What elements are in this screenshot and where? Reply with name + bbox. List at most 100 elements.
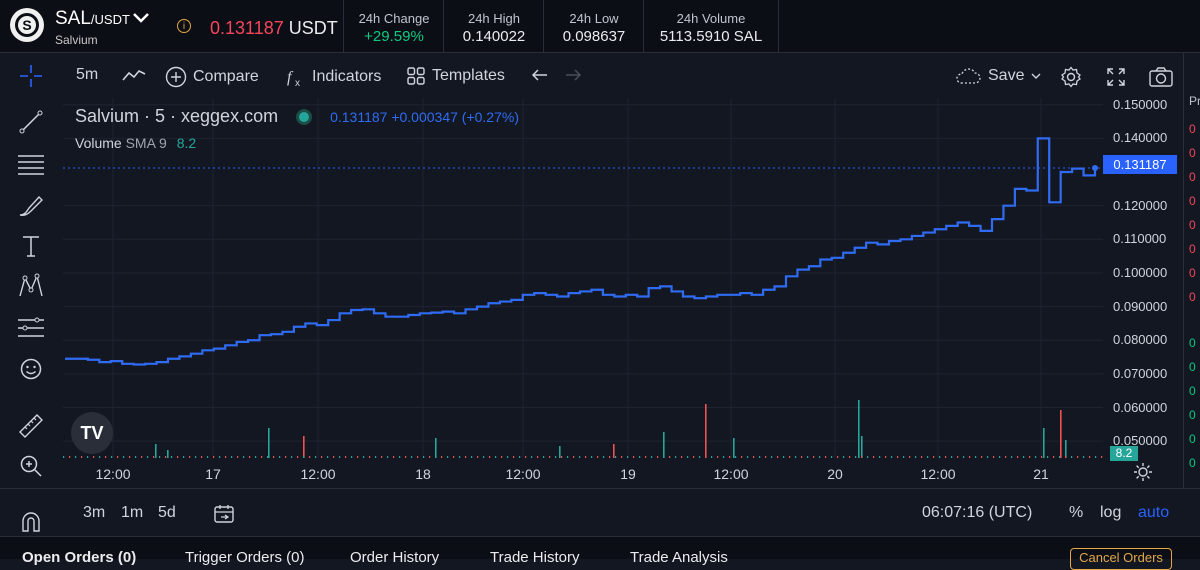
text-tool[interactable] [17, 232, 45, 260]
volume-bar [963, 456, 965, 458]
stat-value: 0.140022 [462, 28, 526, 45]
pattern-tool[interactable] [17, 272, 45, 300]
volume-bar [597, 456, 599, 458]
price-axis[interactable]: 0.150000 0.140000 0.120000 0.110000 0.100000… [1103, 97, 1183, 458]
chart-type-button[interactable] [121, 66, 147, 84]
volume-bar [807, 456, 809, 458]
time-axis-tick: 21 [1033, 466, 1049, 482]
stat-value: 5113.5910 SAL [659, 28, 763, 45]
volume-bar [615, 456, 617, 458]
volume-bar [213, 456, 215, 458]
templates-button[interactable]: Templates [406, 66, 505, 86]
interval-button[interactable]: 5m [76, 66, 99, 83]
volume-bar [129, 456, 131, 458]
volume-bar [951, 456, 953, 458]
compare-button[interactable]: Compare [165, 66, 259, 88]
last-price: 0.131187 USDT [210, 18, 338, 39]
redo-button[interactable] [563, 66, 583, 84]
brush-tool[interactable] [17, 192, 45, 220]
trendline-icon [19, 110, 43, 134]
save-label: Save [988, 67, 1025, 84]
screenshot-button[interactable] [1148, 66, 1174, 88]
market-header: S SAL/USDT Salvium i 0.131187 USDT 24h C… [0, 0, 1200, 53]
volume-bar [831, 456, 833, 458]
chevron-down-icon [1031, 73, 1041, 79]
volume-label: Volume [75, 135, 122, 151]
utc-clock[interactable]: 06:07:16 (UTC) [922, 504, 1033, 521]
volume-bar [657, 456, 659, 458]
volume-bar [141, 456, 143, 458]
volume-bar [891, 456, 893, 458]
volume-bar [399, 456, 401, 458]
range-1m-button[interactable]: 1m [121, 504, 144, 521]
axis-settings-icon[interactable] [1133, 462, 1153, 482]
info-icon[interactable]: i [177, 19, 191, 33]
volume-bar [603, 456, 605, 458]
volume-bar [759, 456, 761, 458]
log-scale-toggle[interactable]: log [1100, 504, 1122, 521]
volume-bar [801, 456, 803, 458]
price-axis-tick: 0.120000 [1113, 197, 1168, 213]
settings-button[interactable] [1060, 66, 1082, 88]
volume-bar [729, 456, 731, 458]
volume-bar [123, 456, 125, 458]
price-chart[interactable] [63, 98, 1103, 458]
volume-bar [621, 456, 623, 458]
auto-scale-toggle[interactable]: auto [1138, 504, 1170, 521]
volume-bar [867, 456, 869, 458]
stat-24h-change: 24h Change +29.59% [343, 0, 444, 52]
volume-bar [687, 456, 689, 458]
undo-button[interactable] [530, 66, 550, 84]
volume-bar [789, 456, 791, 458]
magnet-tool[interactable] [17, 508, 45, 536]
ruler-tool[interactable] [17, 412, 45, 440]
cloud-icon [956, 68, 981, 84]
time-axis[interactable]: 12:00 17 12:00 18 12:00 19 12:00 20 12:00 21 [63, 458, 1103, 488]
volume-bar [1089, 456, 1091, 458]
range-5d-button[interactable]: 5d [158, 504, 176, 521]
undo-icon [531, 69, 547, 81]
emoji-tool[interactable] [17, 355, 45, 383]
plus-circle-icon [165, 66, 187, 88]
stat-value: +29.59% [364, 28, 424, 45]
volume-bar [975, 456, 977, 458]
last-price-dot [1092, 164, 1098, 171]
svg-text:x: x [295, 78, 300, 88]
volume-bar [651, 456, 653, 458]
brush-icon [19, 195, 43, 216]
fib-tool[interactable] [17, 150, 45, 178]
ruler-icon [19, 414, 43, 438]
volume-bar [507, 456, 509, 458]
chevron-down-icon[interactable] [131, 10, 151, 26]
volume-bar [1101, 456, 1103, 458]
cancel-orders-button[interactable]: Cancel Orders [1070, 548, 1172, 570]
trendline-tool[interactable] [17, 108, 45, 136]
volume-bar [733, 438, 735, 458]
tradingview-logo[interactable]: TV [71, 412, 113, 454]
volume-bar [855, 456, 857, 458]
crosshair-tool[interactable] [17, 62, 45, 90]
volume-bar [327, 456, 329, 458]
range-3m-button[interactable]: 3m [83, 504, 106, 521]
volume-bar [357, 456, 359, 458]
volume-bar [675, 456, 677, 458]
volume-bar [585, 456, 587, 458]
sma-value: 8.2 [176, 135, 197, 151]
price-axis-tick: 0.140000 [1113, 130, 1168, 146]
volume-bar [495, 456, 497, 458]
prediction-tool[interactable] [17, 314, 45, 342]
save-button[interactable]: Save [954, 66, 1042, 86]
volume-bar [945, 456, 947, 458]
fullscreen-button[interactable] [1105, 66, 1127, 88]
redo-icon [566, 69, 582, 81]
zoom-tool[interactable] [17, 452, 45, 480]
volume-bar [559, 446, 561, 458]
date-range-icon[interactable] [212, 503, 236, 525]
volume-bar [87, 456, 89, 458]
pair-selector[interactable]: SAL/USDT [55, 8, 130, 30]
volume-bar [471, 456, 473, 458]
pair-base: SAL [55, 8, 91, 29]
orderbook-price-fragment: 0 [1189, 360, 1196, 374]
percent-scale-toggle[interactable]: % [1069, 504, 1084, 521]
